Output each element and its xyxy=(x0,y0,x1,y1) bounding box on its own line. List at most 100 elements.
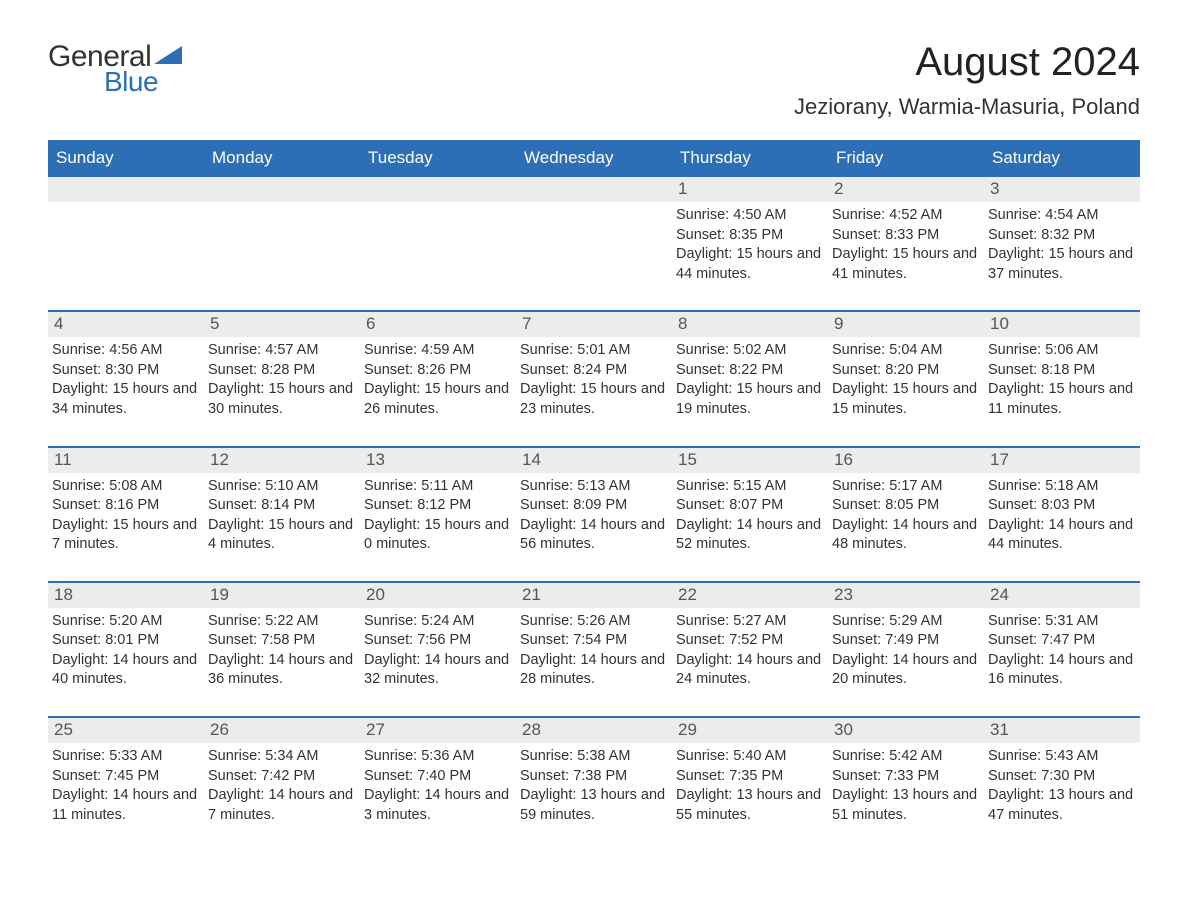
sunrise-line: Sunrise: 5:15 AM xyxy=(676,477,824,497)
day-cell: 23 Sunrise: 5:29 AMSunset: 7:49 PMDayligh… xyxy=(828,583,984,694)
calendar: SundayMondayTuesdayWednesdayThursdayFrid… xyxy=(48,140,1140,829)
sunrise-line: Sunrise: 5:36 AM xyxy=(364,747,512,767)
day-cell: 25Sunrise: 5:33 AMSunset: 7:45 PMDayligh… xyxy=(48,718,204,829)
empty-cell xyxy=(516,177,672,288)
day-body: Sunrise: 5:26 AMSunset: 7:54 PMDaylight:… xyxy=(516,608,672,694)
day-number: 9 xyxy=(828,312,984,337)
day-number: 25 xyxy=(48,718,204,743)
sunset-line: Sunset: 7:52 PM xyxy=(676,631,824,651)
sunrise-line: Sunrise: 5:27 AM xyxy=(676,612,824,632)
dayname: Wednesday xyxy=(516,142,672,175)
day-cell: 15Sunrise: 5:15 AMSunset: 8:07 PMDayligh… xyxy=(672,448,828,559)
day-body: Sunrise: 5:43 AMSunset: 7:30 PMDaylight:… xyxy=(984,743,1140,829)
day-cell: 20Sunrise: 5:24 AMSunset: 7:56 PMDayligh… xyxy=(360,583,516,694)
daylight-line: Daylight: 15 hours and 7 minutes. xyxy=(52,516,200,555)
sunrise-line: Sunrise: 4:56 AM xyxy=(52,341,200,361)
sunset-line: Sunset: 7:30 PM xyxy=(988,767,1136,787)
day-number: 30 xyxy=(828,718,984,743)
daylight-line: Daylight: 14 hours and 24 minutes. xyxy=(676,651,824,690)
sunrise-line: Sunrise: 5:38 AM xyxy=(520,747,668,767)
sunset-line: Sunset: 8:05 PM xyxy=(832,496,980,516)
sunrise-line: Sunrise: 4:50 AM xyxy=(676,206,824,226)
sunrise-line: Sunrise: 5:29 AM xyxy=(832,612,980,632)
day-cell: 30Sunrise: 5:42 AMSunset: 7:33 PMDayligh… xyxy=(828,718,984,829)
daylight-line: Daylight: 14 hours and 56 minutes. xyxy=(520,516,668,555)
sunset-line: Sunset: 8:03 PM xyxy=(988,496,1136,516)
daylight-line: Daylight: 13 hours and 55 minutes. xyxy=(676,786,824,825)
dayname: Tuesday xyxy=(360,142,516,175)
day-cell: 31Sunrise: 5:43 AMSunset: 7:30 PMDayligh… xyxy=(984,718,1140,829)
day-body: Sunrise: 4:59 AMSunset: 8:26 PMDaylight:… xyxy=(360,337,516,423)
sunrise-line: Sunrise: 5:11 AM xyxy=(364,477,512,497)
day-cell: 1Sunrise: 4:50 AMSunset: 8:35 PMDaylight… xyxy=(672,177,828,288)
sunrise-line: Sunrise: 5:17 AM xyxy=(832,477,980,497)
week-row: 25Sunrise: 5:33 AMSunset: 7:45 PMDayligh… xyxy=(48,716,1140,829)
sunset-line: Sunset: 8:26 PM xyxy=(364,361,512,381)
sunrise-line: Sunrise: 5:24 AM xyxy=(364,612,512,632)
day-number: 2 xyxy=(828,177,984,202)
day-body: Sunrise: 5:10 AMSunset: 8:14 PMDaylight:… xyxy=(204,473,360,559)
day-body: Sunrise: 4:50 AMSunset: 8:35 PMDaylight:… xyxy=(672,202,828,288)
day-body: Sunrise: 4:57 AMSunset: 8:28 PMDaylight:… xyxy=(204,337,360,423)
sunset-line: Sunset: 7:42 PM xyxy=(208,767,356,787)
flag-icon xyxy=(154,46,182,66)
sunrise-line: Sunrise: 5:31 AM xyxy=(988,612,1136,632)
daylight-line: Daylight: 15 hours and 30 minutes. xyxy=(208,380,356,419)
day-number: 23 xyxy=(828,583,984,608)
sunset-line: Sunset: 8:32 PM xyxy=(988,226,1136,246)
daylight-line: Daylight: 14 hours and 32 minutes. xyxy=(364,651,512,690)
daylight-line: Daylight: 14 hours and 7 minutes. xyxy=(208,786,356,825)
day-body: Sunrise: 5:36 AMSunset: 7:40 PMDaylight:… xyxy=(360,743,516,829)
daylight-line: Daylight: 14 hours and 28 minutes. xyxy=(520,651,668,690)
day-number: 31 xyxy=(984,718,1140,743)
day-number: 24 xyxy=(984,583,1140,608)
empty-cell xyxy=(360,177,516,288)
daylight-line: Daylight: 14 hours and 52 minutes. xyxy=(676,516,824,555)
day-number: 22 xyxy=(672,583,828,608)
empty-cell xyxy=(48,177,204,288)
day-body: Sunrise: 5:08 AMSunset: 8:16 PMDaylight:… xyxy=(48,473,204,559)
sunset-line: Sunset: 8:30 PM xyxy=(52,361,200,381)
dayname: Sunday xyxy=(48,142,204,175)
day-cell: 11Sunrise: 5:08 AMSunset: 8:16 PMDayligh… xyxy=(48,448,204,559)
daylight-line: Daylight: 14 hours and 20 minutes. xyxy=(832,651,980,690)
dayname: Monday xyxy=(204,142,360,175)
sunset-line: Sunset: 8:20 PM xyxy=(832,361,980,381)
week-row: 18Sunrise: 5:20 AMSunset: 8:01 PMDayligh… xyxy=(48,581,1140,694)
day-number: 21 xyxy=(516,583,672,608)
day-body: Sunrise: 4:56 AMSunset: 8:30 PMDaylight:… xyxy=(48,337,204,423)
daylight-line: Daylight: 14 hours and 40 minutes. xyxy=(52,651,200,690)
day-number: 4 xyxy=(48,312,204,337)
sunset-line: Sunset: 8:14 PM xyxy=(208,496,356,516)
daylight-line: Daylight: 15 hours and 19 minutes. xyxy=(676,380,824,419)
day-body: Sunrise: 5:33 AMSunset: 7:45 PMDaylight:… xyxy=(48,743,204,829)
daylight-line: Daylight: 14 hours and 44 minutes. xyxy=(988,516,1136,555)
daylight-line: Daylight: 15 hours and 23 minutes. xyxy=(520,380,668,419)
day-body: Sunrise: 5:11 AMSunset: 8:12 PMDaylight:… xyxy=(360,473,516,559)
sunset-line: Sunset: 7:49 PM xyxy=(832,631,980,651)
empty-cell xyxy=(204,177,360,288)
sunrise-line: Sunrise: 5:13 AM xyxy=(520,477,668,497)
week-row: 1Sunrise: 4:50 AMSunset: 8:35 PMDaylight… xyxy=(48,175,1140,288)
daylight-line: Daylight: 15 hours and 37 minutes. xyxy=(988,245,1136,284)
sunrise-line: Sunrise: 5:22 AM xyxy=(208,612,356,632)
sunset-line: Sunset: 8:35 PM xyxy=(676,226,824,246)
dayname: Saturday xyxy=(984,142,1140,175)
sunrise-line: Sunrise: 4:59 AM xyxy=(364,341,512,361)
daylight-line: Daylight: 14 hours and 48 minutes. xyxy=(832,516,980,555)
month-title: August 2024 xyxy=(794,40,1140,84)
day-body: Sunrise: 5:24 AMSunset: 7:56 PMDaylight:… xyxy=(360,608,516,694)
daylight-line: Daylight: 15 hours and 4 minutes. xyxy=(208,516,356,555)
sunrise-line: Sunrise: 5:40 AM xyxy=(676,747,824,767)
location: Jeziorany, Warmia-Masuria, Poland xyxy=(794,94,1140,120)
sunset-line: Sunset: 7:54 PM xyxy=(520,631,668,651)
day-cell: 13Sunrise: 5:11 AMSunset: 8:12 PMDayligh… xyxy=(360,448,516,559)
sunrise-line: Sunrise: 5:06 AM xyxy=(988,341,1136,361)
sunset-line: Sunset: 7:38 PM xyxy=(520,767,668,787)
day-cell: 24Sunrise: 5:31 AMSunset: 7:47 PMDayligh… xyxy=(984,583,1140,694)
sunset-line: Sunset: 8:28 PM xyxy=(208,361,356,381)
day-number: 28 xyxy=(516,718,672,743)
sunrise-line: Sunrise: 5:10 AM xyxy=(208,477,356,497)
day-number: 1 xyxy=(672,177,828,202)
dayname-row: SundayMondayTuesdayWednesdayThursdayFrid… xyxy=(48,140,1140,175)
